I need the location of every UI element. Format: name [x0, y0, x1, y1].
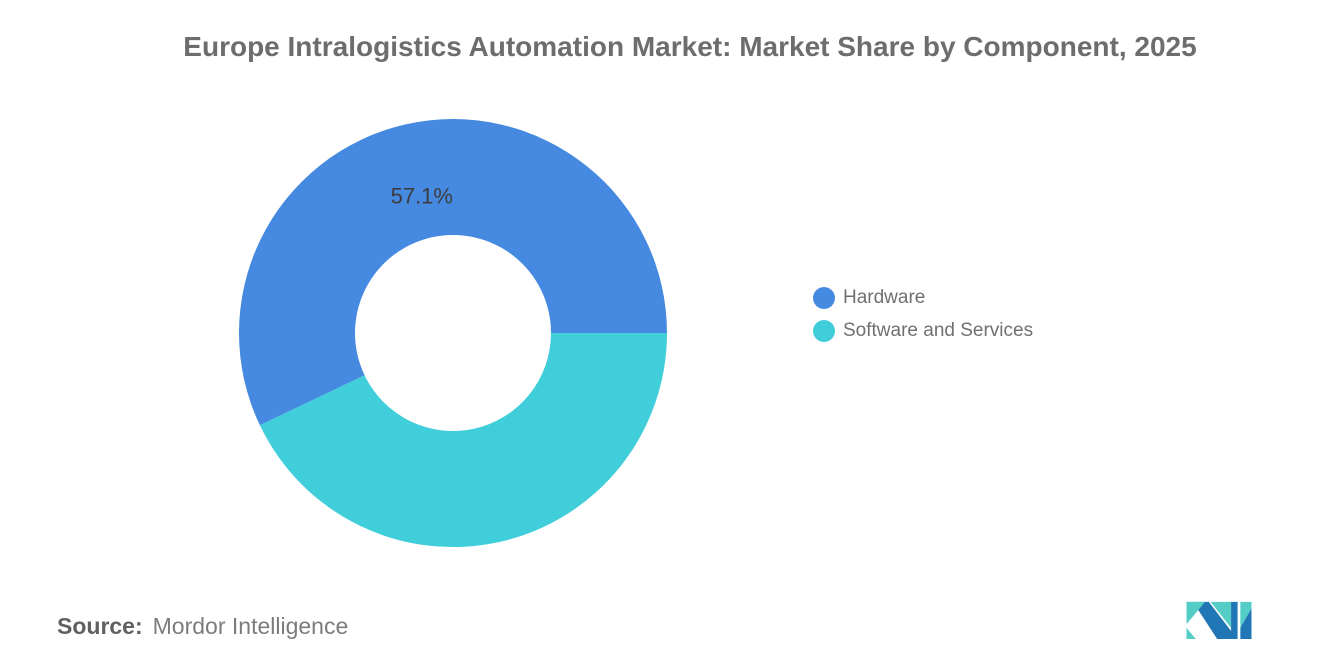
logo-shape-teal-middle — [1210, 601, 1232, 628]
source-text: Mordor Intelligence — [152, 613, 349, 639]
mordor-intelligence-logo — [1186, 601, 1252, 639]
logo-shape-blue-right-bottom — [1240, 608, 1252, 639]
legend-item-software-and-services[interactable]: Software and Services — [813, 320, 1033, 342]
logo-shape-teal-right-top — [1240, 601, 1252, 628]
legend-label-hardware: Hardware — [843, 287, 926, 308]
chart-title: Europe Intralogistics Automation Market:… — [183, 31, 1197, 62]
legend-label-software-and-services: Software and Services — [843, 320, 1034, 341]
slice-label-hardware: 57.1% — [391, 184, 453, 209]
pie-slice-software-and-services[interactable] — [259, 333, 667, 548]
legend-item-hardware[interactable]: Hardware — [813, 287, 1033, 309]
source-line: Source: Mordor Intelligence — [57, 613, 348, 640]
chart-legend: Hardware Software and Services — [813, 287, 1033, 342]
pie-slice-hardware[interactable] — [239, 119, 668, 426]
logo-shape-blue-middle-bar — [1231, 601, 1238, 639]
source-label: Source: — [57, 613, 143, 639]
legend-swatch-hardware — [813, 287, 835, 309]
logo-shape-teal-bottom-left — [1186, 627, 1196, 639]
legend-swatch-software-and-services — [813, 320, 835, 342]
logo-shape-blue-diagonal — [1193, 601, 1233, 639]
